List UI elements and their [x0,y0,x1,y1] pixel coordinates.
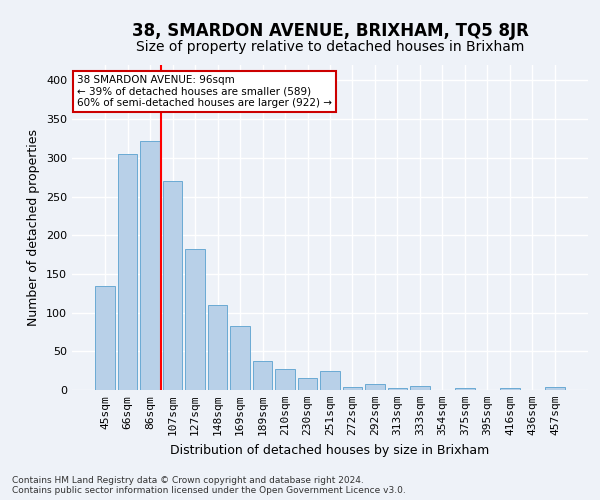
Text: 38 SMARDON AVENUE: 96sqm
← 39% of detached houses are smaller (589)
60% of semi-: 38 SMARDON AVENUE: 96sqm ← 39% of detach… [77,74,332,108]
Bar [320,372,340,390]
Bar [298,378,317,390]
Bar [388,388,407,390]
Bar [343,387,362,390]
Bar [253,360,272,390]
Bar [95,286,115,390]
Bar [208,305,227,390]
Bar [500,388,520,390]
Bar [118,154,137,390]
Bar [365,384,385,390]
Bar [275,369,295,390]
Bar [140,141,160,390]
Bar [185,249,205,390]
Bar [545,387,565,390]
Y-axis label: Number of detached properties: Number of detached properties [28,129,40,326]
Bar [410,386,430,390]
X-axis label: Distribution of detached houses by size in Brixham: Distribution of detached houses by size … [170,444,490,456]
Text: Contains HM Land Registry data © Crown copyright and database right 2024.
Contai: Contains HM Land Registry data © Crown c… [12,476,406,495]
Text: 38, SMARDON AVENUE, BRIXHAM, TQ5 8JR: 38, SMARDON AVENUE, BRIXHAM, TQ5 8JR [131,22,529,40]
Text: Size of property relative to detached houses in Brixham: Size of property relative to detached ho… [136,40,524,54]
Bar [163,181,182,390]
Bar [230,326,250,390]
Bar [455,388,475,390]
